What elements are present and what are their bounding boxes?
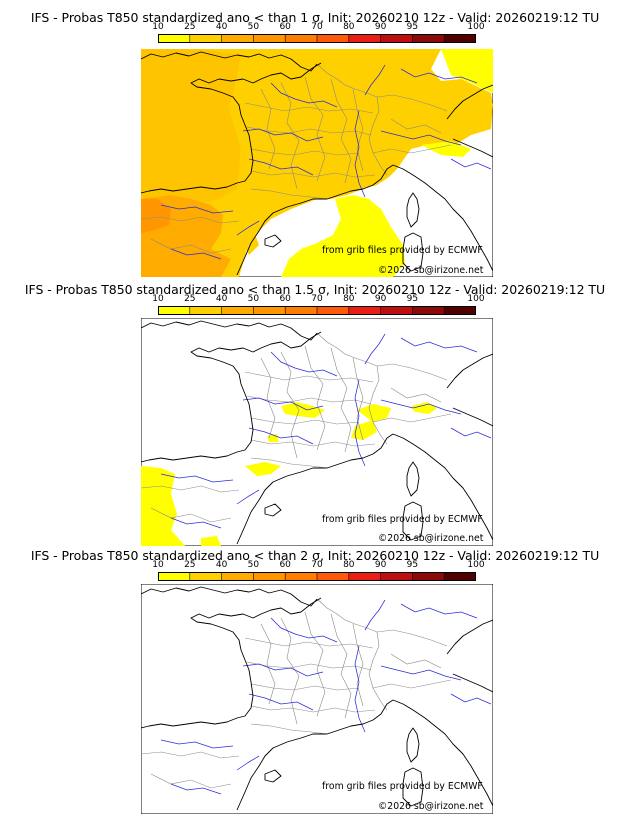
map-panel-2: [141, 318, 493, 546]
colorbar-frame: [158, 34, 476, 43]
colorbar-segment: [158, 306, 191, 315]
colorbar-tick-label: 25: [184, 22, 196, 32]
colorbar-tick-label: 40: [215, 560, 228, 570]
colorbar-ticks: 10 25 40 50 60 70 80 90 95 100: [152, 294, 484, 305]
colorbar-tick-label: 60: [279, 22, 291, 32]
colorbar-segment: [348, 306, 382, 315]
provider-credit: from grib files provided by ECMWF: [322, 245, 483, 256]
colorbar-tick-label: 100: [467, 22, 485, 32]
panel-title: IFS - Probas T850 standardized ano < tha…: [30, 548, 600, 563]
colorbar-tick-label: 50: [247, 294, 260, 304]
colorbar-tick-label: 90: [374, 22, 387, 32]
map-panel-3: [141, 584, 493, 814]
colorbar-segment: [317, 34, 350, 43]
colorbar-segment: [189, 34, 223, 43]
provider-credit: from grib files provided by ECMWF: [322, 781, 483, 792]
colorbar: [158, 572, 476, 581]
colorbar-segment: [253, 306, 286, 315]
colorbar-tick-label: 80: [343, 22, 355, 32]
colorbar-segment: [444, 572, 476, 581]
colorbar-segment: [380, 572, 413, 581]
probability-fill: [141, 402, 437, 546]
colorbar-segment: [412, 34, 445, 43]
colorbar-tick-label: 60: [279, 294, 291, 304]
colorbar-tick-label: 80: [343, 560, 355, 570]
colorbar-tick-label: 70: [311, 294, 323, 304]
colorbar-segment: [253, 34, 286, 43]
provider-credit: from grib files provided by ECMWF: [322, 514, 483, 525]
colorbar-segment: [412, 306, 445, 315]
colorbar-tick-label: 100: [467, 560, 485, 570]
colorbar-frame: [158, 306, 476, 315]
colorbar-tick-label: 95: [406, 22, 419, 32]
colorbar-tick-label: 90: [374, 294, 387, 304]
colorbar-segment: [348, 34, 382, 43]
map-panel-1: [141, 49, 493, 277]
colorbar-segment: [221, 572, 254, 581]
colorbar-segment: [189, 572, 223, 581]
colorbar-segment: [317, 572, 350, 581]
colorbar-segment: [253, 572, 286, 581]
colorbar-tick-label: 10: [152, 294, 164, 304]
colorbar-tick-label: 70: [311, 560, 323, 570]
colorbar-tick-label: 95: [406, 294, 419, 304]
colorbar-segment: [444, 34, 476, 43]
colorbar-tick-label: 95: [406, 560, 419, 570]
colorbar-segment: [285, 572, 318, 581]
panel-1: IFS - Probas T850 standardized ano < tha…: [0, 0, 630, 277]
panel-title: IFS - Probas T850 standardized ano < tha…: [30, 10, 600, 25]
colorbar-segment: [158, 34, 191, 43]
colorbar-ticks: 10 25 40 50 60 70 80 90 95 100: [152, 22, 484, 33]
colorbar-segment: [412, 572, 445, 581]
colorbar-tick-label: 100: [467, 294, 485, 304]
colorbar: [158, 306, 476, 315]
copyright-text: ©2026 sb@irizone.net: [378, 533, 484, 544]
colorbar-tick-label: 40: [215, 22, 228, 32]
colorbar-segment: [221, 306, 254, 315]
colorbar-ticks: 10 25 40 50 60 70 80 90 95 100: [152, 560, 484, 571]
colorbar-segment: [380, 306, 413, 315]
colorbar-tick-label: 25: [184, 294, 196, 304]
panel-3: IFS - Probas T850 standardized ano < tha…: [0, 548, 630, 828]
panel-title: IFS - Probas T850 standardized ano < tha…: [24, 282, 606, 297]
colorbar-tick-label: 40: [215, 294, 228, 304]
colorbar-tick-label: 10: [152, 22, 164, 32]
colorbar-tick-label: 70: [311, 22, 323, 32]
colorbar-tick-label: 80: [343, 294, 355, 304]
colorbar-segment: [317, 306, 350, 315]
colorbar-segment: [444, 306, 476, 315]
colorbar-tick-label: 25: [184, 560, 196, 570]
panel-2: IFS - Probas T850 standardized ano < tha…: [0, 276, 630, 548]
colorbar-tick-label: 10: [152, 560, 164, 570]
colorbar-segment: [380, 34, 413, 43]
colorbar: [158, 34, 476, 43]
colorbar-segment: [189, 306, 223, 315]
colorbar-segment: [348, 572, 382, 581]
copyright-text: ©2026 sb@irizone.net: [378, 801, 484, 812]
copyright-text: ©2026 sb@irizone.net: [378, 265, 484, 276]
colorbar-segment: [285, 34, 318, 43]
colorbar-frame: [158, 572, 476, 581]
colorbar-segment: [285, 306, 318, 315]
colorbar-segment: [221, 34, 254, 43]
colorbar-tick-label: 50: [247, 560, 260, 570]
colorbar-tick-label: 60: [279, 560, 291, 570]
colorbar-segment: [158, 572, 191, 581]
probability-fill: [141, 49, 493, 277]
colorbar-tick-label: 50: [247, 22, 260, 32]
colorbar-tick-label: 90: [374, 560, 387, 570]
